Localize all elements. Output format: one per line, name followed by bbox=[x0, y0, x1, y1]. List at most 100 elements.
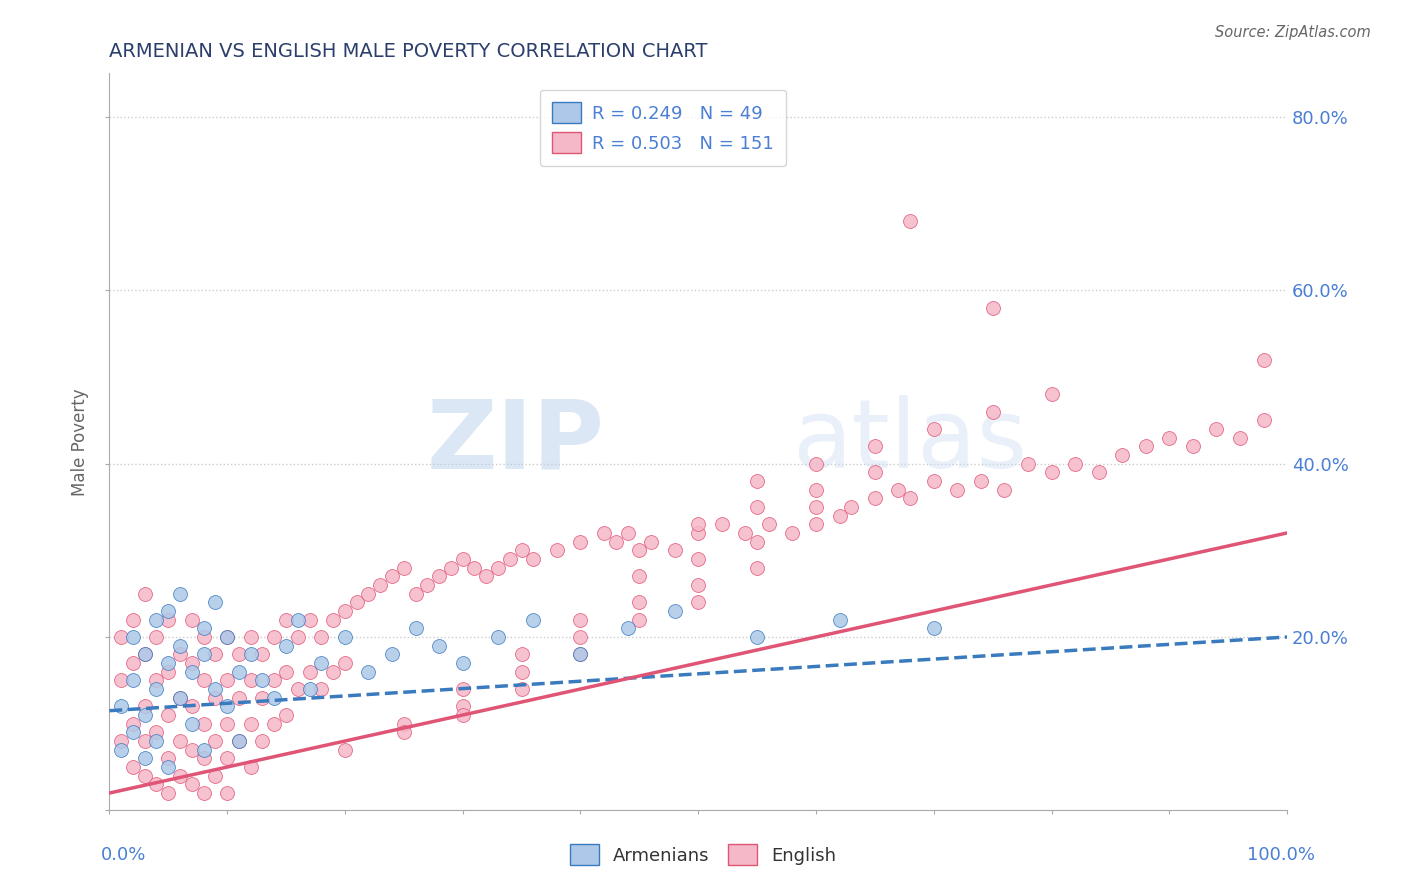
Point bbox=[745, 500, 768, 514]
Point bbox=[110, 673, 132, 688]
Point bbox=[145, 681, 167, 696]
Point bbox=[217, 699, 239, 714]
Point bbox=[169, 639, 191, 653]
Point bbox=[688, 517, 710, 532]
Point bbox=[252, 648, 274, 662]
Point bbox=[1181, 439, 1204, 453]
Point bbox=[193, 621, 215, 635]
Point bbox=[392, 716, 415, 731]
Point bbox=[499, 552, 522, 566]
Point bbox=[569, 630, 592, 644]
Point bbox=[745, 560, 768, 574]
Point bbox=[311, 630, 333, 644]
Text: ARMENIAN VS ENGLISH MALE POVERTY CORRELATION CHART: ARMENIAN VS ENGLISH MALE POVERTY CORRELA… bbox=[110, 42, 707, 61]
Point bbox=[510, 665, 533, 679]
Point bbox=[274, 708, 297, 723]
Point bbox=[180, 699, 202, 714]
Point bbox=[134, 699, 156, 714]
Point bbox=[333, 656, 356, 670]
Point bbox=[688, 525, 710, 540]
Point bbox=[628, 569, 651, 583]
Point bbox=[758, 517, 780, 532]
Point bbox=[287, 630, 309, 644]
Point bbox=[263, 673, 285, 688]
Point bbox=[287, 681, 309, 696]
Point bbox=[145, 777, 167, 791]
Point bbox=[1229, 431, 1251, 445]
Point bbox=[463, 560, 485, 574]
Point bbox=[134, 708, 156, 723]
Point bbox=[193, 648, 215, 662]
Point bbox=[298, 665, 321, 679]
Point bbox=[451, 681, 474, 696]
Point bbox=[486, 630, 509, 644]
Point bbox=[204, 769, 226, 783]
Point bbox=[145, 725, 167, 739]
Point bbox=[381, 648, 404, 662]
Point bbox=[145, 673, 167, 688]
Text: atlas: atlas bbox=[793, 395, 1028, 489]
Legend: R = 0.249   N = 49, R = 0.503   N = 151: R = 0.249 N = 49, R = 0.503 N = 151 bbox=[540, 90, 786, 166]
Point bbox=[145, 613, 167, 627]
Point bbox=[357, 665, 380, 679]
Point bbox=[287, 613, 309, 627]
Point bbox=[157, 760, 180, 774]
Point bbox=[368, 578, 391, 592]
Point bbox=[110, 734, 132, 748]
Point bbox=[322, 665, 344, 679]
Point bbox=[263, 716, 285, 731]
Point bbox=[169, 587, 191, 601]
Point bbox=[333, 742, 356, 756]
Point bbox=[180, 777, 202, 791]
Point bbox=[122, 760, 145, 774]
Point bbox=[981, 301, 1004, 315]
Point bbox=[204, 595, 226, 609]
Point bbox=[217, 673, 239, 688]
Point bbox=[569, 648, 592, 662]
Point bbox=[451, 552, 474, 566]
Point bbox=[239, 760, 262, 774]
Point bbox=[110, 699, 132, 714]
Point bbox=[193, 786, 215, 800]
Point bbox=[122, 673, 145, 688]
Point bbox=[616, 621, 638, 635]
Point bbox=[863, 465, 886, 479]
Point bbox=[392, 725, 415, 739]
Point bbox=[427, 569, 450, 583]
Point bbox=[180, 656, 202, 670]
Point bbox=[863, 439, 886, 453]
Point bbox=[193, 630, 215, 644]
Point bbox=[887, 483, 910, 497]
Point bbox=[110, 742, 132, 756]
Point bbox=[922, 422, 945, 436]
Point bbox=[522, 552, 544, 566]
Point bbox=[134, 648, 156, 662]
Point bbox=[239, 648, 262, 662]
Point bbox=[946, 483, 969, 497]
Point bbox=[628, 613, 651, 627]
Point bbox=[157, 786, 180, 800]
Point bbox=[298, 681, 321, 696]
Point bbox=[346, 595, 368, 609]
Point bbox=[1111, 448, 1133, 462]
Point bbox=[157, 708, 180, 723]
Point bbox=[252, 734, 274, 748]
Point bbox=[628, 543, 651, 558]
Point bbox=[1135, 439, 1157, 453]
Point bbox=[157, 656, 180, 670]
Point bbox=[569, 534, 592, 549]
Point bbox=[710, 517, 733, 532]
Text: Source: ZipAtlas.com: Source: ZipAtlas.com bbox=[1215, 25, 1371, 40]
Point bbox=[180, 665, 202, 679]
Point bbox=[252, 673, 274, 688]
Point bbox=[217, 716, 239, 731]
Point bbox=[628, 595, 651, 609]
Point bbox=[311, 681, 333, 696]
Point bbox=[1253, 413, 1275, 427]
Point bbox=[1040, 465, 1063, 479]
Point bbox=[782, 525, 804, 540]
Point bbox=[664, 604, 686, 618]
Point bbox=[217, 786, 239, 800]
Point bbox=[688, 552, 710, 566]
Point bbox=[169, 690, 191, 705]
